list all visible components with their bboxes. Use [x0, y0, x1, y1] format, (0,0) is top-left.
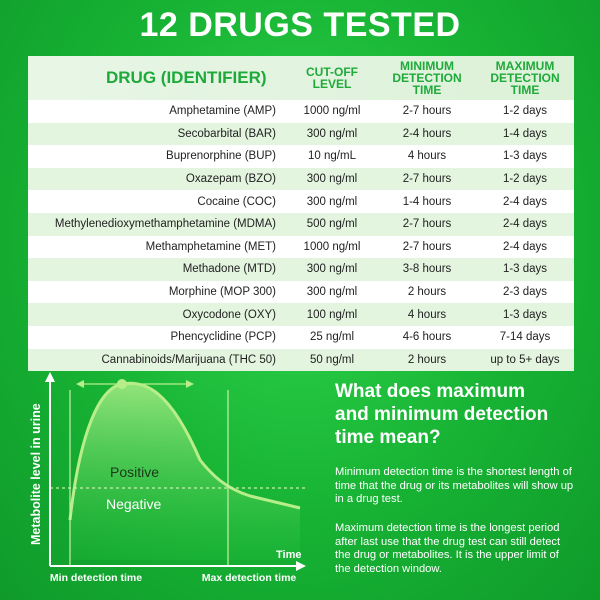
drug-name: Oxycodone (OXY) [182, 308, 276, 321]
max-detection: 2-4 days [502, 240, 548, 253]
min-detection: 1-4 hours [402, 195, 452, 208]
min-detection: 3-8 hours [402, 263, 452, 276]
min-detection: 2 hours [407, 353, 447, 366]
table-row: Oxazepam (BZO) 300 ng/ml 2-7 hours 1-2 days [28, 167, 574, 191]
x-axis-arrow [296, 561, 306, 571]
max-detection: 2-3 days [502, 286, 548, 299]
max-detection: 1-3 days [502, 263, 548, 276]
max-detection: 2-4 days [502, 218, 548, 231]
cutoff-level: 300 ng/ml [306, 195, 358, 208]
cutoff-level: 500 ng/ml [306, 218, 358, 231]
cutoff-level: 300 ng/ml [306, 173, 358, 186]
cutoff-level: 50 ng/ml [309, 353, 355, 366]
cutoff-level: 300 ng/ml [306, 286, 358, 299]
detection-diagram: Metabolite level in urine Time Positive … [29, 372, 306, 584]
table-row: Morphine (MOP 300) 300 ng/ml 2 hours 2-3 da… [28, 280, 574, 304]
drug-name: Buprenorphine (BUP) [166, 150, 276, 163]
drug-table: DRUG (IDENTIFIER) CUT-OFF LEVEL MINIMUM … [28, 56, 574, 372]
max-detection: 1-3 days [502, 150, 548, 163]
positive-label: Positive [110, 464, 159, 480]
cutoff-level: 25 ng/ml [309, 331, 355, 344]
drug-name: Cannabinoids/Marijuana (THC 50) [101, 353, 277, 366]
drug-name: Morphine (MOP 300) [168, 286, 276, 299]
table-body: Amphetamine (AMP) 1000 ng/ml 2-7 hours 1-2 … [28, 100, 574, 372]
peak-arrow-left [76, 380, 84, 388]
peak-arrow-right [186, 380, 194, 388]
header-max-detection: MAXIMUM DETECTION TIME [490, 59, 560, 97]
page-title: 12 DRUGS TESTED [139, 6, 461, 44]
min-detection: 2-4 hours [402, 127, 452, 140]
table-row: Amphetamine (AMP) 1000 ng/ml 2-7 hours 1-2 … [28, 100, 574, 123]
cutoff-level: 1000 ng/ml [303, 105, 361, 118]
table-row: Secobarbital (BAR) 300 ng/ml 2-4 hours 1-4 … [28, 122, 574, 146]
cutoff-level: 300 ng/ml [306, 263, 358, 276]
info-heading: What does maximum and minimum detection … [335, 381, 549, 448]
max-detection: 1-3 days [502, 308, 548, 321]
curve-line [68, 381, 301, 521]
max-detection-label: Max detection time [202, 572, 297, 584]
header-min-detection: MINIMUM DETECTION TIME [392, 59, 462, 97]
table-row: Cocaine (COC) 300 ng/ml 1-4 hours 2-4 days [28, 190, 574, 213]
min-detection: 2-7 hours [402, 105, 452, 118]
min-detection: 2-7 hours [402, 240, 452, 253]
header-cutoff: CUT-OFF LEVEL [306, 65, 358, 91]
x-axis-label: Time [276, 549, 301, 561]
table-header: DRUG (IDENTIFIER) CUT-OFF LEVEL MINIMUM … [28, 56, 574, 100]
drug-name: Phencyclidine (PCP) [170, 331, 276, 344]
min-detection: 2-7 hours [402, 173, 452, 186]
min-detection: 2 hours [407, 286, 447, 299]
drug-name: Cocaine (COC) [197, 195, 276, 208]
max-detection: 2-4 days [502, 195, 548, 208]
negative-label: Negative [106, 496, 161, 512]
table-row: Methylenedioxymethamphetamine (MDMA) 500 … [28, 212, 574, 236]
min-detection-label: Min detection time [50, 572, 142, 584]
header-drug: DRUG (IDENTIFIER) [106, 68, 267, 87]
cutoff-level: 10 ng/mL [308, 150, 356, 163]
table-row: Cannabinoids/Marijuana (THC 50) 50 ng/ml 2… [28, 348, 574, 372]
table-row: Buprenorphine (BUP) 10 ng/mL 4 hours 1-3 da… [28, 145, 574, 168]
max-detection: 1-4 days [502, 127, 548, 140]
drug-name: Methamphetamine (MET) [145, 240, 276, 253]
table-row: Phencyclidine (PCP) 25 ng/ml 4-6 hours 7-14… [28, 325, 574, 349]
y-axis-arrow [45, 372, 55, 382]
max-detection: 7-14 days [499, 331, 551, 344]
max-definition: Maximum detection time is the longest pe… [335, 522, 561, 575]
max-detection: 1-2 days [502, 105, 548, 118]
table-row: Oxycodone (OXY) 100 ng/ml 4 hours 1-3 days [28, 303, 574, 326]
min-detection: 4 hours [407, 308, 447, 321]
table-row: Methadone (MTD) 300 ng/ml 3-8 hours 1-3 day… [28, 258, 574, 281]
min-detection: 2-7 hours [402, 218, 452, 231]
curve-area [70, 383, 300, 560]
min-detection: 4 hours [407, 150, 447, 163]
drug-name: Secobarbital (BAR) [177, 127, 276, 140]
min-detection: 4-6 hours [402, 331, 452, 344]
drug-name: Oxazepam (BZO) [185, 173, 276, 186]
table-row: Methamphetamine (MET) 1000 ng/ml 2-7 hours… [28, 235, 574, 259]
cutoff-level: 1000 ng/ml [303, 240, 361, 253]
drug-name: Methadone (MTD) [182, 263, 276, 276]
drug-name: Methylenedioxymethamphetamine (MDMA) [54, 218, 276, 231]
drug-name: Amphetamine (AMP) [169, 105, 276, 118]
max-detection: 1-2 days [502, 173, 548, 186]
max-detection: up to 5+ days [490, 353, 560, 366]
cutoff-level: 100 ng/ml [306, 308, 358, 321]
y-axis-label: Metabolite level in urine [29, 403, 43, 545]
cutoff-level: 300 ng/ml [306, 127, 358, 140]
min-definition: Minimum detection time is the shortest l… [335, 466, 574, 506]
